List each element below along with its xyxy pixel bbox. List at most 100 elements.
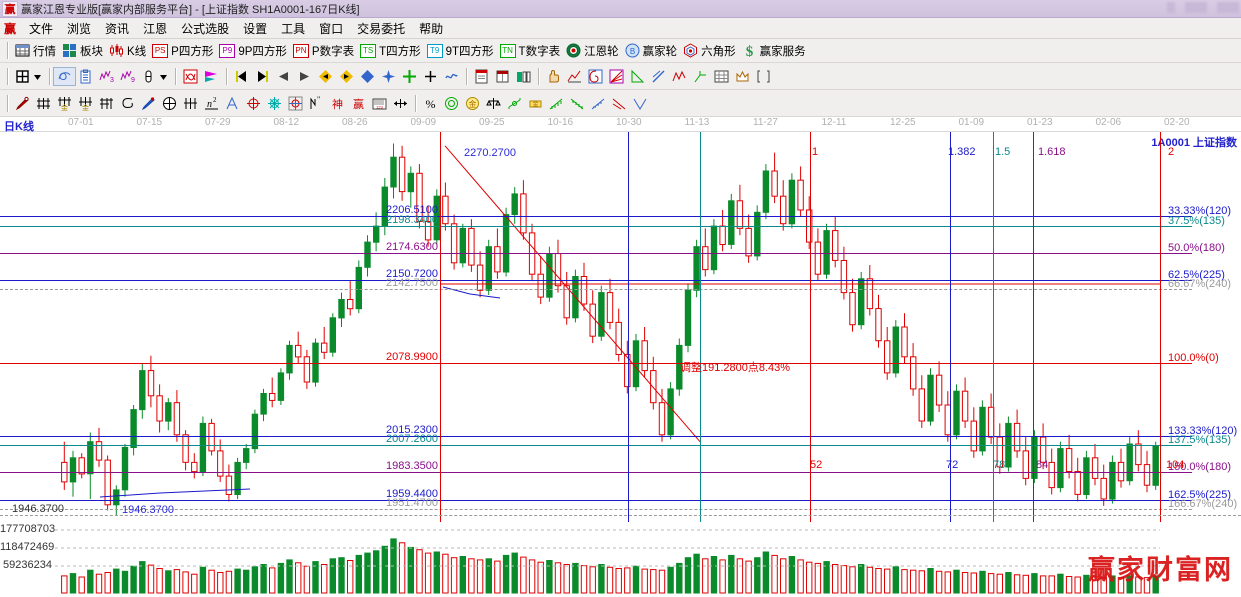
target-box-button[interactable] — [285, 95, 306, 112]
fence-button[interactable] — [33, 95, 54, 112]
plus-button[interactable] — [420, 68, 441, 85]
crown-button[interactable] — [732, 68, 753, 85]
last-button[interactable] — [252, 68, 273, 85]
menu-item-formula[interactable]: 公式选股 — [181, 21, 230, 36]
toolbar-button-hexagon[interactable]: 六角形 — [680, 42, 739, 60]
next-button[interactable] — [294, 68, 315, 85]
capsule-button[interactable] — [138, 68, 171, 85]
toolbar-button-p-square[interactable]: PS P四方形 — [149, 42, 216, 60]
close-button[interactable] — [1217, 2, 1239, 13]
star-button[interactable] — [378, 68, 399, 85]
wave3-button[interactable]: 3 — [96, 68, 117, 85]
gold-bar-button[interactable]: 金 — [525, 95, 546, 112]
ruler2-button[interactable] — [567, 95, 588, 112]
minimize-button[interactable] — [1167, 2, 1175, 13]
circle-button[interactable] — [441, 95, 462, 112]
toolbar-button-p-number-table[interactable]: PN P数字表 — [290, 42, 357, 60]
crown-icon — [735, 69, 750, 84]
gold-fence-2-button[interactable]: 金 — [75, 95, 96, 112]
angles-button[interactable] — [222, 95, 243, 112]
toolbar-button-t-square[interactable]: TS T四方形 — [357, 42, 424, 60]
hand-button[interactable] — [543, 68, 564, 85]
prev-button[interactable] — [273, 68, 294, 85]
menu-item-browse[interactable]: 浏览 — [67, 21, 92, 36]
grid2-button[interactable] — [711, 68, 732, 85]
maximize-button[interactable] — [1185, 2, 1207, 13]
scale-button[interactable] — [483, 95, 504, 112]
fork-button[interactable] — [690, 68, 711, 85]
mark-button[interactable]: " — [306, 95, 327, 112]
zigzag-button[interactable] — [669, 68, 690, 85]
chart-line-button[interactable] — [564, 68, 585, 85]
toolbar-button-winner-wheel[interactable]: B 赢家轮 — [622, 42, 681, 60]
window-controls[interactable] — [1167, 2, 1239, 13]
toolbar-button-9t-square[interactable]: T9 9T四方形 — [424, 42, 497, 60]
toolbar-button-quotes[interactable]: 行情 — [12, 42, 59, 60]
page-button[interactable] — [471, 68, 492, 85]
keyboard-button[interactable]: 123 — [369, 95, 390, 112]
menu-item-file[interactable]: 文件 — [29, 21, 54, 36]
ruler4-button[interactable] — [609, 95, 630, 112]
menu-logo-icon: 赢 — [4, 21, 17, 36]
knot-button[interactable] — [180, 68, 201, 85]
dropdown-arrow-2-icon[interactable] — [159, 69, 168, 84]
menu-item-help[interactable]: 帮助 — [419, 21, 444, 36]
toolbar-button-kline[interactable]: K线 — [106, 42, 149, 60]
volume-chart[interactable]: 177708703 118472469 59236234 — [0, 522, 1241, 597]
angle-button[interactable] — [627, 68, 648, 85]
ruler3-button[interactable] — [588, 95, 609, 112]
percent-button[interactable]: % — [420, 95, 441, 112]
menu-item-tools[interactable]: 工具 — [281, 21, 306, 36]
ying-button[interactable]: 赢 — [348, 95, 369, 112]
menu-item-trade[interactable]: 交易委托 — [357, 21, 406, 36]
layers-button[interactable] — [513, 68, 534, 85]
diamond-left-button[interactable] — [315, 68, 336, 85]
diamond-blue-button[interactable] — [357, 68, 378, 85]
target-button[interactable] — [243, 95, 264, 112]
cross-button[interactable] — [399, 68, 420, 85]
menu-item-settings[interactable]: 设置 — [243, 21, 268, 36]
toolbar-button-winner-service[interactable]: $ 赢家服务 — [739, 42, 809, 60]
balance-button[interactable] — [504, 95, 525, 112]
toolbar-button-t-number-table[interactable]: TN T数字表 — [497, 42, 564, 60]
period-selector-button[interactable] — [12, 68, 45, 85]
n2-button[interactable]: n 2 — [201, 95, 222, 112]
target-cyan-button[interactable] — [264, 95, 285, 112]
dropdown-arrow-icon[interactable] — [33, 69, 42, 84]
gold-fence-1-button[interactable]: 金 — [54, 95, 75, 112]
menu-item-gann[interactable]: 江恩 — [143, 21, 168, 36]
tilde-button[interactable] — [441, 68, 462, 85]
page-icon — [474, 69, 489, 84]
diamond-right-button[interactable] — [336, 68, 357, 85]
menu-item-window[interactable]: 窗口 — [319, 21, 344, 36]
slash-button[interactable] — [648, 68, 669, 85]
fork-icon — [693, 69, 708, 84]
book-button[interactable] — [492, 68, 513, 85]
fan-button[interactable] — [606, 68, 627, 85]
first-button[interactable] — [231, 68, 252, 85]
clipboard-button[interactable] — [75, 68, 96, 85]
price-chart[interactable]: 1A0001 上证指数 2206.5100 33.33%(120) 2198.340… — [0, 132, 1241, 522]
toolbar-button-9p-square[interactable]: P9 9P四方形 — [216, 42, 290, 60]
pen-red-button[interactable] — [12, 95, 33, 112]
spiral-button[interactable] — [585, 68, 606, 85]
ts-box-icon: TS — [360, 43, 377, 58]
shen-button[interactable]: 神 — [327, 95, 348, 112]
bar-color-button[interactable] — [201, 68, 222, 85]
ruler1-button[interactable] — [546, 95, 567, 112]
menu-item-news[interactable]: 资讯 — [105, 21, 130, 36]
ruler5-button[interactable] — [630, 95, 651, 112]
toolbar-button-blocks[interactable]: 板块 — [59, 42, 106, 60]
pen-blue-button[interactable] — [138, 95, 159, 112]
fence3-button[interactable] — [180, 95, 201, 112]
scribble-button[interactable] — [53, 66, 76, 86]
star-icon — [381, 69, 396, 84]
gold-circle-button[interactable]: 金 — [462, 95, 483, 112]
wave9-button[interactable]: 9 — [117, 68, 138, 85]
swirl-button[interactable] — [117, 95, 138, 112]
ball-button[interactable] — [159, 95, 180, 112]
fence-f-button[interactable] — [96, 95, 117, 112]
toolbar-button-gann-wheel[interactable]: 江恩轮 — [563, 42, 622, 60]
bracket-button[interactable] — [753, 68, 774, 85]
arrows-button[interactable] — [390, 95, 411, 112]
